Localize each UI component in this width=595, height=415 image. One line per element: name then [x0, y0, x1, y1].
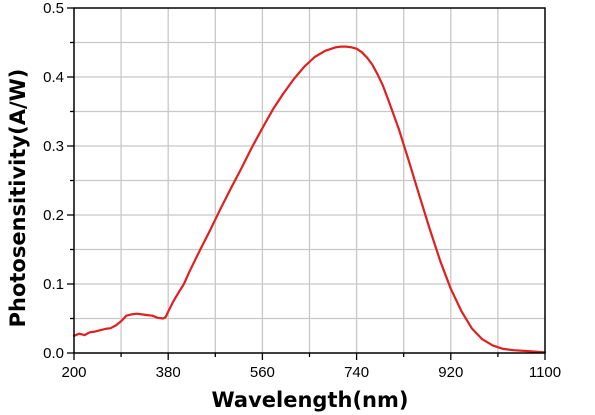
x-axis-label: Wavelength(nm)	[212, 388, 409, 412]
y-tick-label: 0.1	[43, 276, 64, 293]
series-line	[72, 45, 547, 354]
x-tick-label: 740	[344, 364, 369, 381]
y-tick-label: 0.3	[43, 138, 64, 155]
x-tick-label: 920	[438, 364, 463, 381]
y-tick-label: 0.4	[43, 69, 64, 86]
y-tick-label: 0.0	[43, 345, 64, 362]
plot-frame	[73, 7, 546, 354]
x-tick-label: 1100	[529, 364, 561, 381]
y-tick-label: 0.5	[43, 0, 64, 17]
x-tick-label: 560	[250, 364, 275, 381]
x-tick-labels: 200 380 560 740 920 1100	[61, 364, 561, 381]
y-axis-label: Photosensitivity(A/W)	[6, 69, 30, 328]
y-tick-labels: 0.0 0.1 0.2 0.3 0.4 0.5	[43, 0, 64, 362]
y-tick-label: 0.2	[43, 207, 64, 224]
x-tick-label: 380	[156, 364, 181, 381]
x-tick-label: 200	[61, 364, 86, 381]
